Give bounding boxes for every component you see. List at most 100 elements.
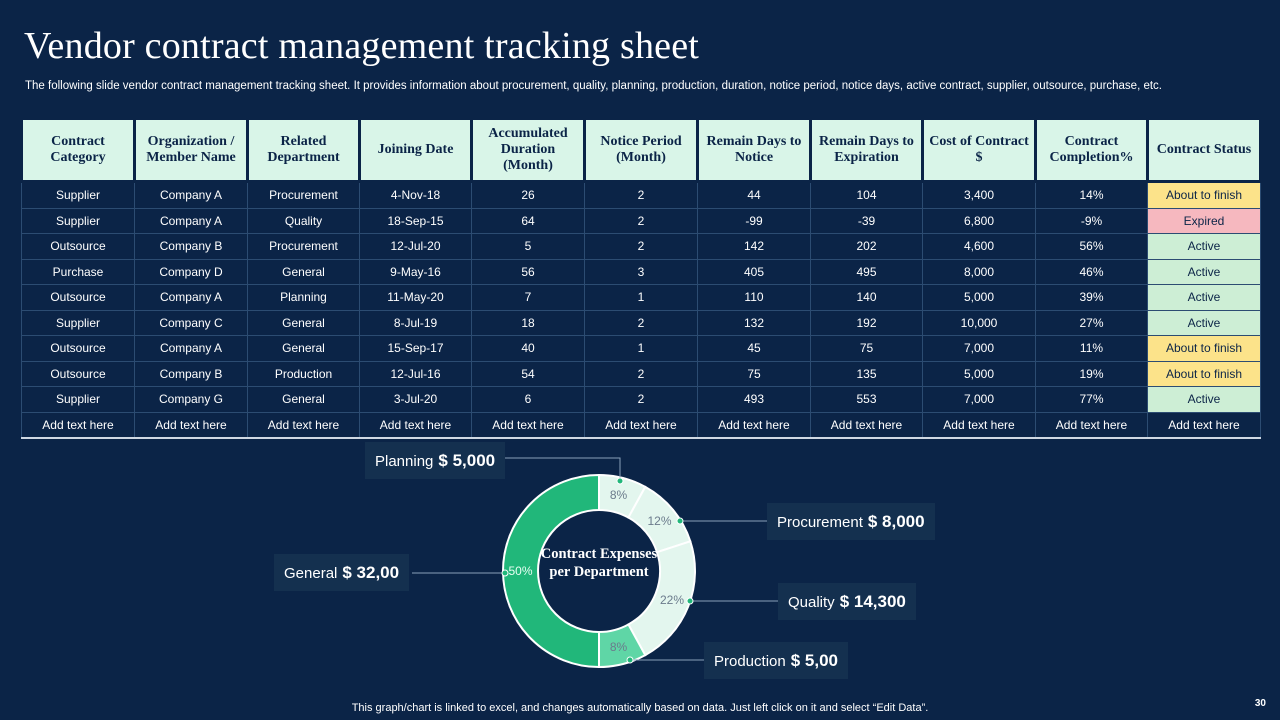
donut-chart: 8% 12% 22% 8% 50% bbox=[412, 457, 778, 669]
callout-general: General $ 32,00 bbox=[274, 554, 410, 591]
placeholder-cell: Add text here bbox=[134, 411, 248, 439]
table-cell: Company B bbox=[134, 360, 248, 387]
table-cell: General bbox=[247, 309, 360, 336]
table-cell: Planning bbox=[247, 284, 360, 311]
table-cell: 18-Sep-15 bbox=[359, 207, 472, 234]
table-cell: 104 bbox=[810, 180, 923, 209]
leader-dot-general bbox=[501, 569, 509, 577]
table-cell: 40 bbox=[471, 335, 585, 362]
table-cell: 39% bbox=[1035, 284, 1148, 311]
table-cell: Quality bbox=[247, 207, 360, 234]
column-header: Contract Status bbox=[1146, 117, 1262, 183]
donut-slice-general bbox=[502, 473, 600, 669]
table-cell: Company G bbox=[134, 386, 248, 413]
table-cell: Outsource bbox=[21, 233, 135, 260]
table-cell: Company D bbox=[134, 258, 248, 285]
status-cell: About to finish bbox=[1147, 360, 1261, 387]
status-cell: Active bbox=[1147, 233, 1261, 260]
table-cell: 56% bbox=[1035, 233, 1148, 260]
slice-percent-label: 50% bbox=[508, 564, 532, 578]
table-cell: Supplier bbox=[21, 180, 135, 209]
placeholder-row: Add text here Add text here Add text here A… bbox=[21, 411, 1261, 439]
table-cell: 3-Jul-20 bbox=[359, 386, 472, 413]
table-cell: 192 bbox=[810, 309, 923, 336]
table-cell: 26 bbox=[471, 180, 585, 209]
table-cell: Supplier bbox=[21, 386, 135, 413]
table-cell: 2 bbox=[584, 386, 698, 413]
placeholder-cell: Add text here bbox=[922, 411, 1036, 439]
callout-procurement: Procurement $ 8,000 bbox=[767, 503, 935, 540]
table-cell: Company A bbox=[134, 207, 248, 234]
table-cell: 5 bbox=[471, 233, 585, 260]
table-cell: 27% bbox=[1035, 309, 1148, 336]
status-cell: Expired bbox=[1147, 207, 1261, 234]
table-cell: 46% bbox=[1035, 258, 1148, 285]
status-cell: About to finish bbox=[1147, 335, 1261, 362]
callout-quality: Quality $ 14,300 bbox=[778, 583, 916, 620]
table-cell: 5,000 bbox=[922, 284, 1036, 311]
table-cell: 15-Sep-17 bbox=[359, 335, 472, 362]
placeholder-cell: Add text here bbox=[1147, 411, 1261, 439]
table-row: Purchase Company D General 9-May-16 56 3 405 49… bbox=[21, 258, 1261, 285]
placeholder-cell: Add text here bbox=[359, 411, 472, 439]
callout-quality-label: Quality bbox=[788, 594, 835, 611]
table-cell: Company A bbox=[134, 284, 248, 311]
table-cell: 202 bbox=[810, 233, 923, 260]
table-cell: Company C bbox=[134, 309, 248, 336]
table-cell: 12-Jul-20 bbox=[359, 233, 472, 260]
table-cell: 4,600 bbox=[922, 233, 1036, 260]
table-cell: 9-May-16 bbox=[359, 258, 472, 285]
table-row: Supplier Company C General 8-Jul-19 18 2 132 19… bbox=[21, 309, 1261, 336]
table-cell: 14% bbox=[1035, 180, 1148, 209]
callout-quality-amount: $ 14,300 bbox=[839, 592, 906, 611]
placeholder-cell: Add text here bbox=[1035, 411, 1148, 439]
table-cell: Supplier bbox=[21, 207, 135, 234]
table-cell: 54 bbox=[471, 360, 585, 387]
table-cell: Outsource bbox=[21, 360, 135, 387]
callout-planning-label: Planning bbox=[375, 453, 434, 470]
table-cell: 110 bbox=[697, 284, 811, 311]
table-cell: 4-Nov-18 bbox=[359, 180, 472, 209]
callout-planning-amount: $ 5,000 bbox=[438, 451, 496, 470]
placeholder-cell: Add text here bbox=[697, 411, 811, 439]
callout-production-label: Production bbox=[714, 653, 786, 670]
table-cell: 44 bbox=[697, 180, 811, 209]
table-row: Supplier Company A Quality 18-Sep-15 64 2 -99-… bbox=[21, 207, 1261, 234]
table-cell: Outsource bbox=[21, 284, 135, 311]
table-cell: 1 bbox=[584, 284, 698, 311]
page-number: 30 bbox=[1254, 698, 1266, 709]
slice-percent-label: 12% bbox=[647, 514, 671, 528]
status-cell: Active bbox=[1147, 284, 1261, 311]
table-cell: 3,400 bbox=[922, 180, 1036, 209]
column-header: Remain Days to Notice bbox=[696, 117, 812, 183]
table-cell: 19% bbox=[1035, 360, 1148, 387]
table-cell: 405 bbox=[697, 258, 811, 285]
table-cell: 45 bbox=[697, 335, 811, 362]
table-cell: 2 bbox=[584, 360, 698, 387]
table-row: Outsource Company A General 15-Sep-17 40 1 45 7… bbox=[21, 335, 1261, 362]
table-cell: 75 bbox=[697, 360, 811, 387]
leader-line-planning bbox=[500, 457, 621, 481]
contract-tracking-table: Contract Category Organization / Member N… bbox=[20, 117, 1262, 439]
table-cell: 7,000 bbox=[922, 386, 1036, 413]
table-cell: 77% bbox=[1035, 386, 1148, 413]
table-cell: 142 bbox=[697, 233, 811, 260]
slice-percent-label: 8% bbox=[610, 640, 628, 654]
table-cell: 12-Jul-16 bbox=[359, 360, 472, 387]
table-cell: 2 bbox=[584, 180, 698, 209]
callout-production: Production $ 5,00 bbox=[704, 642, 848, 679]
placeholder-cell: Add text here bbox=[584, 411, 698, 439]
leader-dot-procurement bbox=[676, 517, 684, 525]
column-header: Joining Date bbox=[358, 117, 473, 183]
callout-procurement-amount: $ 8,000 bbox=[867, 512, 925, 531]
column-header: Related Department bbox=[246, 117, 361, 183]
column-header: Contract Completion% bbox=[1034, 117, 1149, 183]
callout-production-amount: $ 5,00 bbox=[790, 651, 838, 670]
table-cell: General bbox=[247, 335, 360, 362]
column-header: Contract Category bbox=[20, 117, 136, 183]
callout-general-label: General bbox=[284, 565, 338, 582]
leader-dot-production bbox=[626, 656, 634, 664]
callout-general-amount: $ 32,00 bbox=[342, 563, 400, 582]
footnote: This graph/chart is linked to excel, and… bbox=[351, 702, 929, 714]
table-cell: 493 bbox=[697, 386, 811, 413]
